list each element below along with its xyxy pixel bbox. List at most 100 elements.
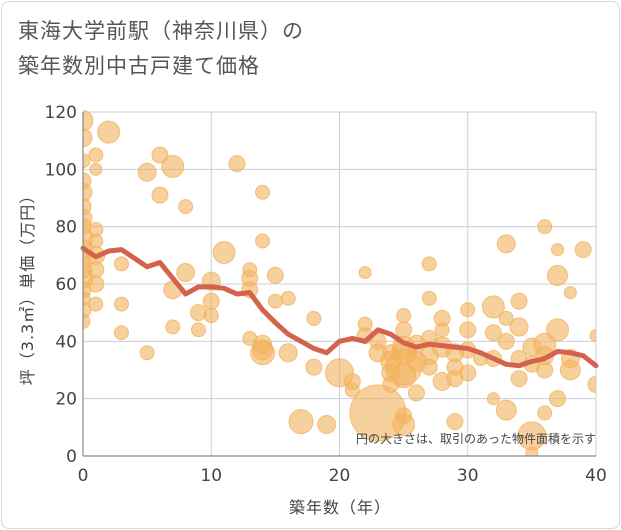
- grid-lines: [83, 111, 597, 456]
- bubble-point: [83, 290, 91, 306]
- y-axis-title: 坪（3.3㎡）単価（万円）: [18, 187, 37, 385]
- chart-title-line-1: 東海大学前駅（神奈川県）の: [18, 19, 304, 43]
- bubble-point: [87, 275, 105, 293]
- bubble-point: [165, 319, 181, 335]
- x-tick-label: 10: [200, 466, 222, 486]
- bubble-point: [88, 296, 104, 312]
- bubble-point: [288, 409, 314, 435]
- bubble-point: [306, 310, 322, 326]
- bubble-point: [255, 184, 271, 200]
- bubble-point: [525, 446, 539, 456]
- bubble-point: [344, 382, 360, 398]
- bubble-point: [382, 375, 400, 393]
- average-line-series: [80, 245, 599, 369]
- bubble-point: [563, 286, 577, 300]
- x-axis-title: 築年数（年）: [289, 498, 391, 517]
- bubble-point: [509, 317, 529, 337]
- bubble-point: [589, 329, 596, 343]
- bubble-point: [178, 199, 194, 215]
- bubble-point: [587, 375, 596, 393]
- bubble-point: [317, 414, 337, 434]
- bubble-point: [212, 240, 236, 264]
- bubble-point: [484, 324, 502, 342]
- bubble-point: [495, 399, 517, 421]
- chart-title-line-2: 築年数別中古戸建て価格: [18, 54, 260, 78]
- bubble-point: [546, 318, 570, 342]
- bubble-point: [407, 384, 425, 402]
- y-tick-label: 120: [45, 103, 77, 123]
- bubble-point: [267, 293, 283, 309]
- x-tick-label: 0: [78, 466, 89, 486]
- bubble-point: [446, 413, 464, 431]
- bubble-point: [113, 325, 129, 341]
- y-tick-label: 40: [55, 332, 77, 352]
- bubble-point: [510, 292, 528, 310]
- bubble-point: [113, 256, 129, 272]
- bubble-point: [242, 330, 258, 346]
- bubble-point: [420, 358, 438, 376]
- bubble-point: [88, 233, 104, 249]
- bubble-point: [89, 162, 103, 176]
- bubble-point: [369, 332, 387, 350]
- bubble-point: [305, 358, 323, 376]
- bubble-series: [83, 110, 596, 456]
- bubble-point: [486, 392, 500, 406]
- bubble-point: [497, 332, 515, 350]
- bubble-point: [421, 290, 437, 306]
- bubble-point: [549, 390, 567, 408]
- bubble-point: [97, 120, 121, 144]
- bubble-point: [396, 308, 412, 324]
- bubble-point: [190, 322, 206, 338]
- bubble-point: [434, 322, 450, 338]
- bubble-point: [151, 186, 169, 204]
- bubble-point: [395, 407, 413, 425]
- bubble-point: [161, 154, 185, 178]
- bubble-point: [395, 321, 413, 339]
- bubble-point: [421, 256, 437, 272]
- y-tick-label: 0: [66, 447, 77, 467]
- tick-labels: 0 20 40 60 80 100 120 0 10 20 30 40: [45, 103, 607, 486]
- bubble-point: [481, 295, 505, 319]
- y-tick-label: 60: [55, 275, 77, 295]
- bubble-point: [358, 266, 372, 280]
- y-tick-label: 80: [55, 218, 77, 238]
- bubble-point: [459, 364, 477, 382]
- bubble-point: [242, 262, 258, 278]
- bubble-point: [151, 146, 169, 164]
- bubble-point: [266, 266, 284, 284]
- x-tick-label: 20: [329, 466, 351, 486]
- bubble-point: [537, 405, 553, 421]
- bubble-point: [113, 296, 129, 312]
- bubble-point: [536, 361, 554, 379]
- y-tick-label: 100: [45, 160, 77, 180]
- bubble-point: [202, 292, 220, 310]
- bubble-point: [139, 345, 155, 361]
- bubble-point: [83, 198, 92, 216]
- bubble-point: [382, 344, 400, 362]
- x-tick-label: 40: [585, 466, 607, 486]
- bubble-point: [278, 343, 298, 363]
- average-price-line: [80, 245, 599, 369]
- bubble-point: [537, 219, 553, 235]
- bubble-point: [83, 172, 92, 190]
- chart-title: 東海大学前駅（神奈川県）の 築年数別中古戸建て価格: [18, 14, 304, 84]
- bubble-point: [551, 243, 565, 257]
- bubble-point: [83, 110, 94, 132]
- bubble-point: [460, 302, 476, 318]
- bubble-point: [83, 128, 93, 148]
- bubble-point: [547, 264, 569, 286]
- bubble-point: [176, 263, 196, 283]
- axes: [82, 112, 596, 457]
- bubble-point: [203, 308, 219, 324]
- bubble-point: [228, 155, 246, 173]
- bubble-point: [498, 310, 514, 326]
- bubble-point: [459, 321, 477, 339]
- bubble-point: [496, 234, 516, 254]
- bubble-point: [574, 241, 592, 259]
- bubble-point: [510, 370, 528, 388]
- bubble-point: [137, 162, 157, 182]
- bubble-point: [255, 233, 271, 249]
- bubble-point: [83, 153, 91, 169]
